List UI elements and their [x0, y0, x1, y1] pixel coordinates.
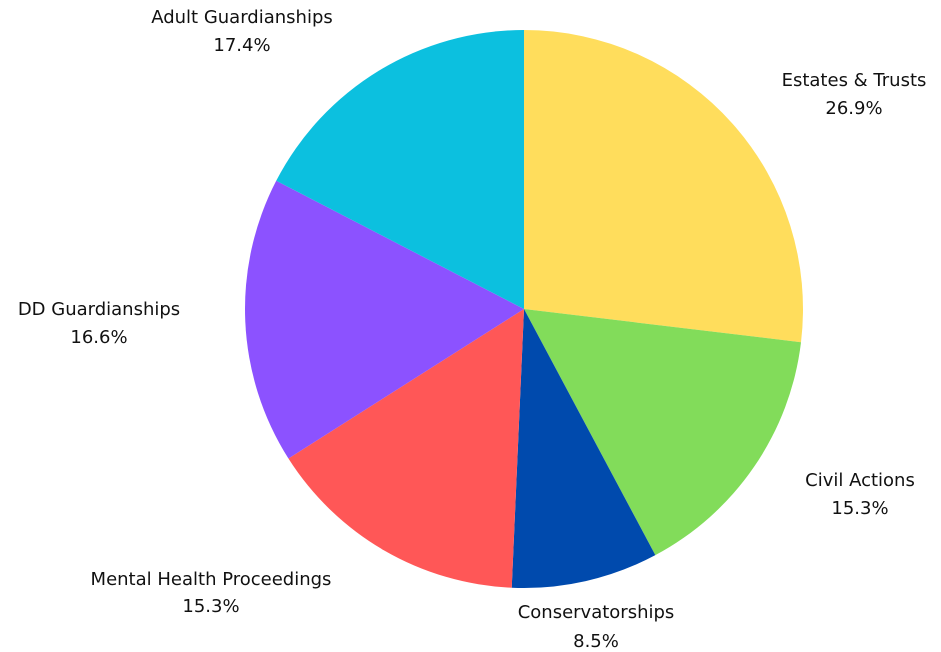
- pie-slice-mental-health-proceedings: [288, 309, 524, 588]
- slice-label-civil-actions: Civil Actions: [805, 470, 915, 491]
- slice-value-estates-and-trusts: 26.9%: [825, 98, 882, 119]
- slice-label-estates-and-trusts: Estates & Trusts: [782, 70, 927, 91]
- pie-slice-civil-actions: [524, 309, 802, 556]
- slice-value-dd-guardianships: 16.6%: [70, 327, 127, 348]
- slice-value-adult-guardianships: 17.4%: [213, 35, 270, 56]
- pie-slice-estates-and-trusts: [524, 30, 803, 343]
- pie-slice-dd-guardianships: [244, 180, 524, 459]
- slice-value-civil-actions: 15.3%: [831, 498, 888, 519]
- slice-value-mental-health-proceedings: 15.3%: [182, 596, 239, 617]
- slice-label-conservatorships: Conservatorships: [518, 602, 675, 623]
- pie-slice-adult-guardianships: [276, 30, 524, 309]
- slice-value-conservatorships: 8.5%: [573, 631, 619, 652]
- pie-slices: [244, 30, 803, 589]
- pie-slice-conservatorships: [511, 309, 656, 589]
- slice-label-dd-guardianships: DD Guardianships: [18, 299, 180, 320]
- slice-label-adult-guardianships: Adult Guardianships: [151, 7, 333, 28]
- pie-labels: Estates & Trusts 26.9% Civil Actions 15.3% C…: [18, 7, 927, 652]
- slice-label-mental-health-proceedings: Mental Health Proceedings: [91, 569, 332, 590]
